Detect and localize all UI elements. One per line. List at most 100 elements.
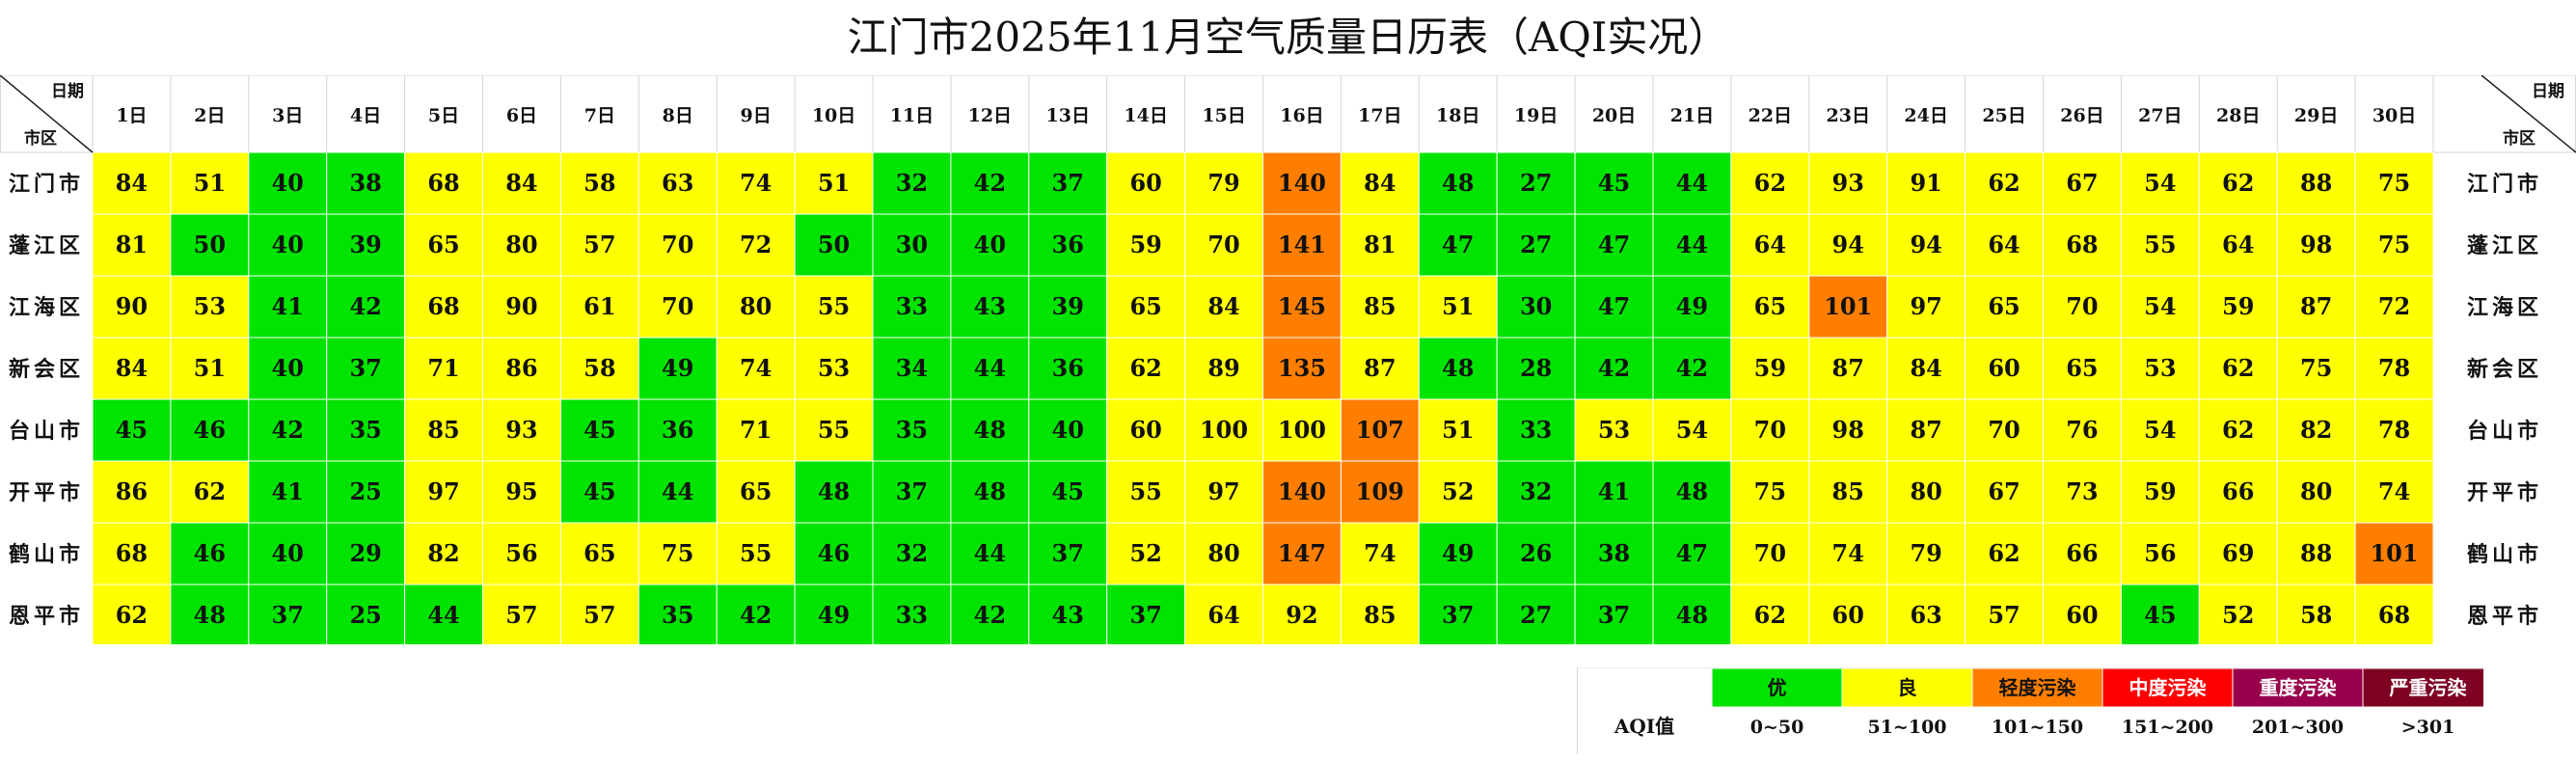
aqi-cell bbox=[1106, 522, 1186, 585]
aqi-value: 48 bbox=[1442, 354, 1474, 382]
aqi-value: 100 bbox=[1278, 416, 1326, 444]
aqi-value: 38 bbox=[1598, 539, 1630, 567]
aqi-cell bbox=[1574, 151, 1654, 215]
aqi-value: 37 bbox=[349, 354, 381, 382]
aqi-value: 37 bbox=[272, 601, 304, 629]
legend-swatch bbox=[1841, 667, 1973, 708]
aqi-calendar-heatmap: 84 51 40 38 68 84 58 63 74 51 32 42 37 60 79 140 84 48 27 4… bbox=[0, 75, 2576, 644]
aqi-cell bbox=[170, 398, 250, 462]
aqi-cell bbox=[1886, 584, 1966, 644]
aqi-cell bbox=[794, 151, 874, 215]
aqi-value: 47 bbox=[1676, 539, 1708, 567]
district-label-right: 江门市 bbox=[2467, 172, 2542, 197]
district-label: 开平市 bbox=[9, 480, 84, 505]
aqi-value: 74 bbox=[740, 169, 772, 197]
aqi-value: 54 bbox=[2144, 416, 2176, 444]
aqi-cell bbox=[1496, 522, 1576, 585]
aqi-cell bbox=[1106, 584, 1186, 644]
aqi-cell bbox=[170, 151, 250, 215]
aqi-value: 65 bbox=[583, 539, 615, 567]
aqi-value: 65 bbox=[427, 231, 459, 258]
aqi-value: 71 bbox=[427, 354, 459, 382]
aqi-value: 82 bbox=[2300, 416, 2332, 444]
aqi-cell bbox=[637, 460, 718, 524]
aqi-cell bbox=[1106, 398, 1186, 462]
aqi-value: 75 bbox=[1754, 477, 1786, 505]
date-label: 3日 bbox=[272, 105, 303, 126]
aqi-value: 36 bbox=[662, 416, 693, 444]
aqi-cell bbox=[1574, 337, 1654, 400]
aqi-value: 78 bbox=[2378, 354, 2410, 382]
aqi-cell bbox=[1886, 337, 1966, 400]
aqi-cell bbox=[2276, 151, 2356, 215]
aqi-cell bbox=[559, 398, 639, 462]
aqi-value: 58 bbox=[2300, 601, 2332, 629]
date-label: 25日 bbox=[1982, 105, 2025, 126]
aqi-value: 101 bbox=[1824, 292, 1872, 320]
aqi-cell bbox=[1106, 275, 1186, 339]
aqi-value: 68 bbox=[2066, 231, 2098, 258]
aqi-cell bbox=[326, 522, 406, 585]
aqi-cell bbox=[92, 522, 172, 585]
legend-level-name: 严重污染 bbox=[2389, 676, 2468, 699]
aqi-value: 81 bbox=[116, 231, 148, 258]
aqi-cell bbox=[1418, 398, 1498, 462]
aqi-cell bbox=[1652, 151, 1732, 215]
aqi-cell bbox=[92, 398, 172, 462]
aqi-value: 57 bbox=[583, 601, 615, 629]
aqi-value: 48 bbox=[818, 477, 850, 505]
aqi-value: 50 bbox=[818, 231, 850, 258]
aqi-cell bbox=[1808, 398, 1888, 462]
aqi-cell bbox=[2354, 151, 2434, 215]
aqi-cell bbox=[248, 584, 328, 644]
aqi-cell bbox=[326, 460, 406, 524]
aqi-cell bbox=[1418, 584, 1498, 644]
aqi-value: 56 bbox=[2144, 539, 2176, 567]
date-label: 12日 bbox=[968, 105, 1012, 126]
aqi-value: 30 bbox=[896, 231, 928, 258]
aqi-value: 46 bbox=[194, 539, 226, 567]
aqi-value: 59 bbox=[2144, 477, 2176, 505]
aqi-value: 74 bbox=[740, 354, 772, 382]
aqi-value: 65 bbox=[1988, 292, 2020, 320]
aqi-cell bbox=[482, 275, 561, 339]
corner-right-district: 市区 bbox=[2503, 128, 2535, 149]
aqi-cell bbox=[2043, 522, 2122, 585]
aqi-cell bbox=[1262, 460, 1342, 524]
aqi-value: 81 bbox=[1364, 231, 1396, 258]
aqi-value: 45 bbox=[583, 416, 615, 444]
aqi-value: 90 bbox=[505, 292, 537, 320]
aqi-cell bbox=[1184, 522, 1263, 585]
aqi-value: 70 bbox=[662, 292, 693, 320]
aqi-value: 49 bbox=[662, 354, 693, 382]
aqi-value: 65 bbox=[2066, 354, 2098, 382]
aqi-value: 98 bbox=[2300, 231, 2332, 258]
aqi-cell bbox=[872, 337, 952, 400]
aqi-cell bbox=[2043, 151, 2122, 215]
aqi-value: 86 bbox=[116, 477, 148, 505]
aqi-value: 60 bbox=[1129, 416, 1161, 444]
aqi-value: 93 bbox=[505, 416, 537, 444]
aqi-value: 48 bbox=[1676, 601, 1708, 629]
aqi-value: 70 bbox=[1754, 539, 1786, 567]
aqi-value: 74 bbox=[1364, 539, 1396, 567]
legend-level-range: 201~300 bbox=[2252, 717, 2344, 738]
aqi-value: 75 bbox=[2378, 169, 2410, 197]
aqi-value: 70 bbox=[1988, 416, 2020, 444]
aqi-value: 25 bbox=[349, 477, 381, 505]
aqi-cell bbox=[1262, 584, 1342, 644]
aqi-value: 79 bbox=[1910, 539, 1941, 567]
aqi-value: 37 bbox=[1052, 539, 1084, 567]
aqi-value: 80 bbox=[1207, 539, 1239, 567]
date-label: 20日 bbox=[1592, 105, 1636, 126]
aqi-cell bbox=[716, 151, 796, 215]
aqi-value: 42 bbox=[1676, 354, 1708, 382]
aqi-value: 60 bbox=[1129, 169, 1161, 197]
aqi-value: 72 bbox=[2378, 292, 2410, 320]
legend-level-name: 重度污染 bbox=[2260, 676, 2338, 699]
aqi-value: 135 bbox=[1278, 354, 1326, 382]
aqi-cell bbox=[482, 337, 561, 400]
legend-items: 优 0~50 良 51~100 轻度污染 101~150 中度污染 151~200 重度污染 20… bbox=[1711, 667, 2483, 738]
aqi-cell bbox=[2276, 584, 2356, 644]
